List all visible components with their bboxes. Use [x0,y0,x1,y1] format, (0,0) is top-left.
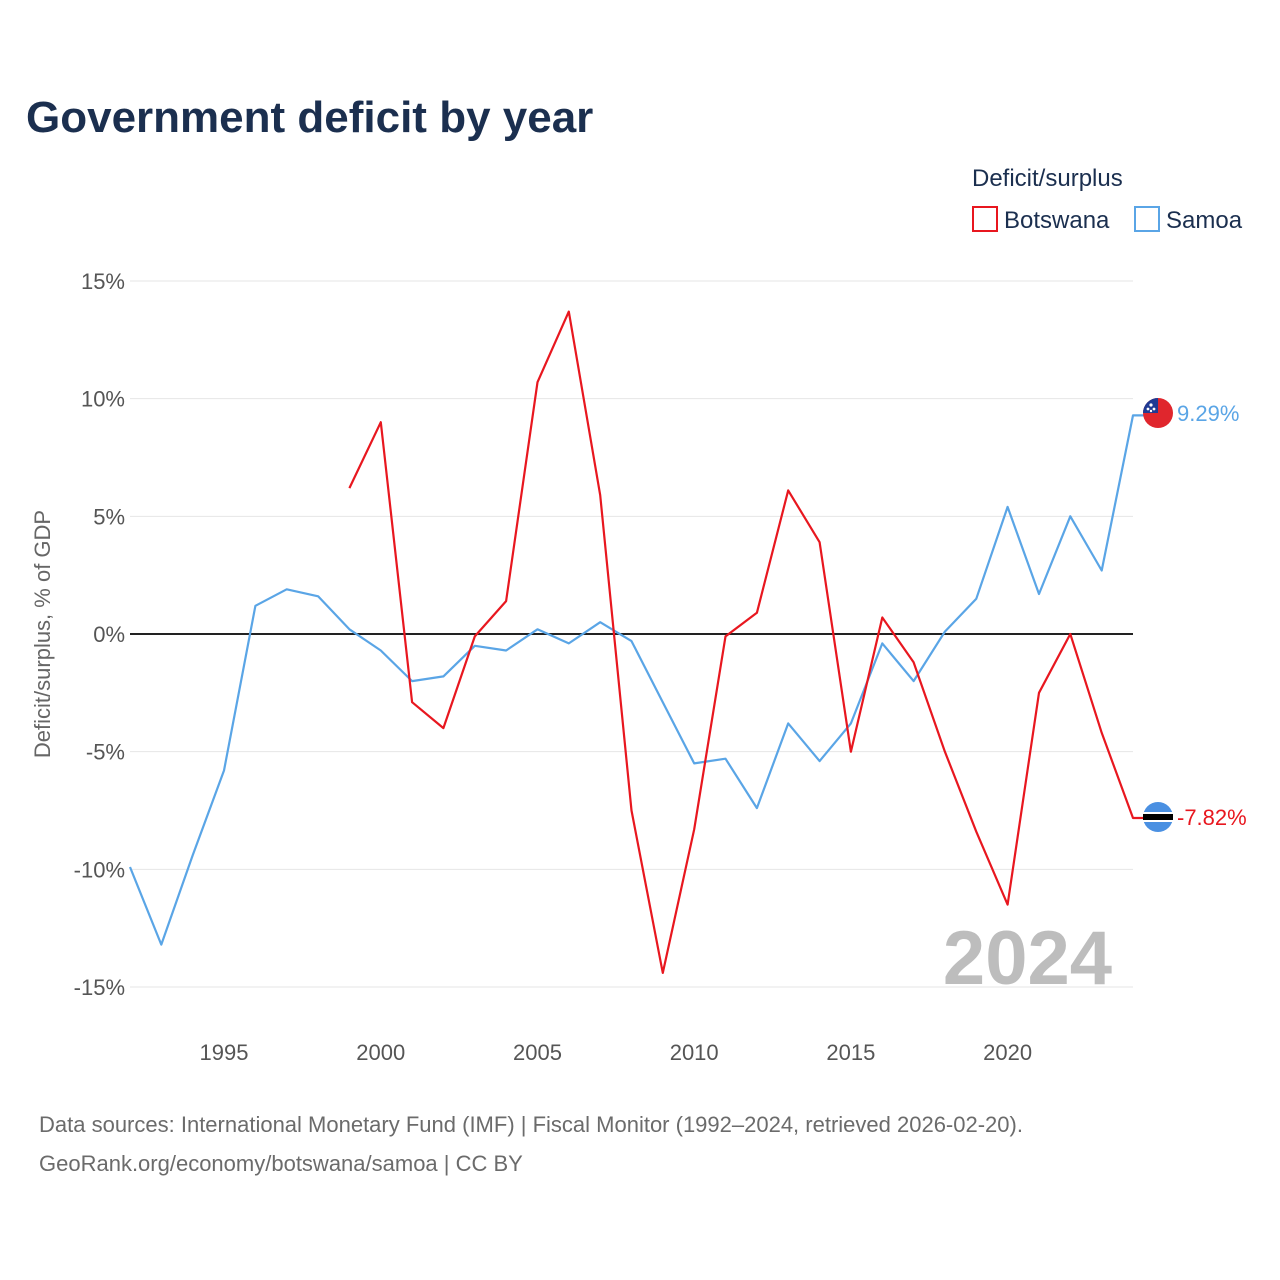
footer-sources: Data sources: International Monetary Fun… [39,1112,1023,1137]
legend-title: Deficit/surplus [972,165,1123,192]
gridlines [130,280,1133,988]
legend: Deficit/surplus Botswana Samoa [972,165,1243,234]
legend-label-samoa[interactable]: Samoa [1166,207,1243,234]
x-tick-label: 2020 [983,1040,1032,1065]
y-tick-labels: 15% 10% 5% 0% -5% -10% -15% [74,269,125,1000]
x-tick-labels: 1995 2000 2005 2010 2015 2020 [200,1040,1033,1065]
botswana-flag-icon [1143,802,1173,832]
y-tick-label: -10% [74,857,125,882]
footer-attribution[interactable]: GeoRank.org/economy/botswana/samoa | CC … [39,1151,523,1176]
end-label-botswana: -7.82% [1177,805,1247,830]
year-watermark: 2024 [943,916,1112,1001]
x-tick-label: 2010 [670,1040,719,1065]
legend-swatch-botswana[interactable] [972,206,998,232]
x-tick-label: 2005 [513,1040,562,1065]
legend-swatch-samoa[interactable] [1134,206,1160,232]
end-label-samoa: 9.29% [1177,401,1239,426]
series-lines [128,310,1145,975]
y-tick-label: 0% [93,622,125,647]
legend-label-botswana[interactable]: Botswana [1004,207,1110,234]
y-tick-label: 5% [93,504,125,529]
y-tick-label: -15% [74,975,125,1000]
y-tick-label: 15% [81,269,125,294]
chart-title: Government deficit by year [26,93,593,142]
x-tick-label: 2015 [826,1040,875,1065]
x-tick-label: 2000 [356,1040,405,1065]
x-tick-label: 1995 [200,1040,249,1065]
y-axis-label: Deficit/surplus, % of GDP [30,510,55,758]
samoa-flag-icon [1143,398,1173,428]
end-markers: 9.29% -7.82% [1143,398,1247,832]
series-line-botswana[interactable] [348,310,1145,975]
y-tick-label: 10% [81,387,125,412]
y-tick-label: -5% [86,740,125,765]
series-line-samoa[interactable] [128,414,1145,946]
